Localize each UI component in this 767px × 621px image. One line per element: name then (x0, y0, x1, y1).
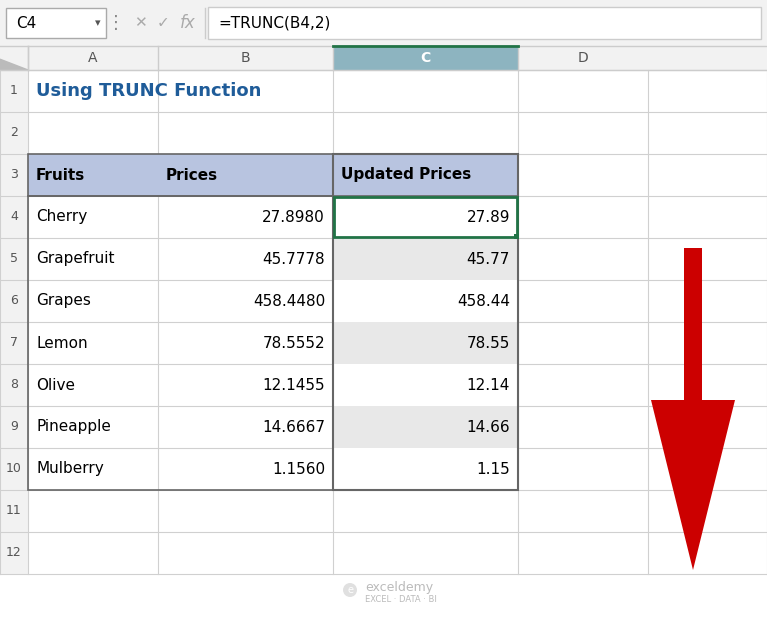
Text: Prices: Prices (166, 168, 218, 183)
Bar (0, 70, 28, 574)
Bar (333, 46, 518, 70)
Bar (333, 154, 518, 490)
Text: ⋮: ⋮ (107, 14, 125, 32)
Text: 1.15: 1.15 (476, 461, 510, 476)
Bar (333, 364, 518, 406)
Bar (0, 46, 767, 70)
Text: 5: 5 (10, 253, 18, 266)
Bar (28, 70, 767, 574)
Text: 10: 10 (6, 463, 22, 476)
Text: Pineapple: Pineapple (36, 420, 111, 435)
Polygon shape (651, 400, 735, 570)
Bar (333, 196, 518, 238)
Text: exceldemy: exceldemy (365, 581, 433, 594)
Text: Updated Prices: Updated Prices (341, 168, 471, 183)
Polygon shape (0, 59, 28, 70)
Text: 7: 7 (10, 337, 18, 350)
Text: 78.55: 78.55 (466, 335, 510, 350)
Text: 2: 2 (10, 127, 18, 140)
Text: ▾: ▾ (95, 18, 100, 28)
Text: 3: 3 (10, 168, 18, 181)
Bar (158, 154, 333, 196)
Text: B: B (241, 51, 250, 65)
Text: Mulberry: Mulberry (36, 461, 104, 476)
Bar (334, 197, 517, 237)
Text: 14.66: 14.66 (466, 420, 510, 435)
Text: Cherry: Cherry (36, 209, 87, 225)
Bar (333, 406, 518, 448)
Text: =TRUNC(B4,2): =TRUNC(B4,2) (218, 16, 331, 30)
Bar (28, 154, 158, 196)
Text: Olive: Olive (36, 378, 75, 392)
Text: 27.89: 27.89 (466, 209, 510, 225)
Text: 6: 6 (10, 294, 18, 307)
Bar (333, 322, 518, 364)
Bar (28, 154, 518, 196)
Bar (684, 248, 702, 400)
Text: Grapes: Grapes (36, 294, 91, 309)
Text: 1: 1 (10, 84, 18, 97)
Bar (333, 448, 518, 490)
Text: 458.4480: 458.4480 (253, 294, 325, 309)
Text: fx: fx (180, 14, 196, 32)
Bar (28, 196, 333, 490)
Text: EXCEL · DATA · BI: EXCEL · DATA · BI (365, 594, 437, 604)
Text: 12: 12 (6, 546, 22, 560)
Text: 12.14: 12.14 (466, 378, 510, 392)
Text: 1.1560: 1.1560 (272, 461, 325, 476)
Text: 78.5552: 78.5552 (262, 335, 325, 350)
Text: 4: 4 (10, 211, 18, 224)
Text: 45.7778: 45.7778 (262, 252, 325, 266)
Text: 9: 9 (10, 420, 18, 433)
Text: ✓: ✓ (156, 16, 170, 30)
Text: 45.77: 45.77 (466, 252, 510, 266)
Bar (333, 280, 518, 322)
Text: C: C (420, 51, 430, 65)
Text: Lemon: Lemon (36, 335, 87, 350)
Text: C4: C4 (16, 16, 36, 30)
Text: D: D (578, 51, 588, 65)
Text: Fruits: Fruits (36, 168, 85, 183)
Text: ✕: ✕ (133, 16, 146, 30)
Text: 11: 11 (6, 504, 22, 517)
Text: 458.44: 458.44 (457, 294, 510, 309)
Bar (208, 7, 761, 39)
Bar (333, 238, 518, 280)
Text: 8: 8 (10, 379, 18, 391)
Bar (0, 0, 767, 46)
Bar (333, 154, 518, 196)
Text: A: A (88, 51, 97, 65)
Text: 27.8980: 27.8980 (262, 209, 325, 225)
Text: Grapefruit: Grapefruit (36, 252, 114, 266)
Bar (514, 234, 519, 239)
Circle shape (343, 583, 357, 597)
Bar (6, 8, 106, 38)
Text: Using TRUNC Function: Using TRUNC Function (36, 82, 262, 100)
Text: e: e (347, 585, 353, 595)
Text: 14.6667: 14.6667 (262, 420, 325, 435)
Text: 12.1455: 12.1455 (262, 378, 325, 392)
